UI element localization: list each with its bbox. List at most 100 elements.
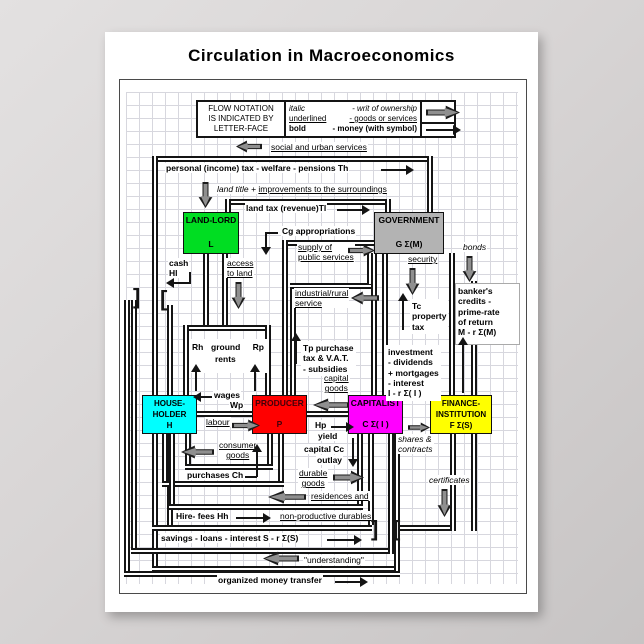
page-title: Circulation in Macroeconomics: [188, 46, 455, 65]
pipe-segment: [307, 411, 348, 417]
label-tc-property-tax: Tc property tax: [410, 299, 449, 335]
pipe-segment: [371, 253, 377, 395]
pipe-segment: [197, 411, 252, 417]
bonds-arrow-down-icon: [462, 256, 477, 282]
land-tax-arrow-right-icon: [337, 205, 370, 215]
flow-notation-legend: FLOW NOTATION IS INDICATED BY LETTER-FAC…: [196, 100, 461, 138]
pipe-segment: [183, 325, 189, 395]
pipe-segment: [152, 156, 158, 572]
rp-arrow-up-icon: [250, 364, 260, 391]
label-land-tax: land tax (revenue)Tl: [245, 203, 328, 214]
pipe-hop-bracket: ]: [133, 284, 141, 309]
label-savings-loans-interest: savings - loans - interest S - r Σ(S): [160, 533, 300, 544]
label-supply-public-services: supply of public services: [297, 242, 355, 263]
label-security: security: [407, 254, 439, 265]
pipe-hop-bracket: [: [160, 286, 168, 311]
label-capital-cc: capital Cc: [303, 444, 346, 455]
pipe-segment: [394, 434, 400, 572]
label-cg-appropriations: Cg appropriations: [281, 226, 357, 237]
pipe-segment: [169, 434, 175, 510]
pipe-segment: [162, 434, 168, 487]
pipe-segment: [152, 525, 372, 531]
savings-arrow-right-icon: [327, 535, 362, 545]
personal-tax-arrow-right-icon: [381, 165, 414, 175]
label-wages: wages: [213, 390, 241, 401]
pipe-segment: [427, 156, 433, 214]
capital-goods-arrow-left-icon: [313, 398, 349, 412]
hire-fees-arrow-right-icon: [236, 513, 271, 523]
money-flow-arrow-icon: [426, 124, 461, 135]
durable-goods-arrow-right-icon: [333, 470, 364, 485]
pipe-segment: [162, 481, 284, 487]
label-cash-hl: cash Hl: [168, 258, 190, 279]
householder-box: HOUSE- HOLDER H: [142, 395, 197, 434]
cc-arrow-down-icon: [348, 438, 358, 467]
label-hp: Hp: [314, 420, 328, 431]
security-arrow-down-icon: [405, 268, 420, 295]
label-yield: yield: [317, 431, 339, 442]
cg-arrow-bend-icon: [265, 232, 278, 234]
legend-heading: FLOW NOTATION IS INDICATED BY LETTER-FAC…: [198, 102, 286, 136]
bankers-credits-note: banker's credits - prime-rate of return …: [455, 283, 520, 345]
access-arrow-down-icon: [231, 282, 246, 309]
cg-arrow-down-icon: [261, 232, 271, 255]
shares-arrow-right-icon: [408, 422, 430, 433]
pipe-segment: [267, 434, 273, 470]
supply-arrow-right-icon: [348, 244, 375, 257]
government-box: GOVERNMENT G Σ(M): [374, 212, 444, 254]
label-durable-goods: durable goods: [298, 468, 329, 489]
label-labour: labour: [205, 417, 231, 428]
pipe-segment: [282, 240, 288, 396]
pipe-segment: [222, 253, 228, 326]
cash-arrow-left-icon: [166, 278, 190, 288]
pipe-segment: [385, 199, 391, 214]
pipe-segment: [449, 253, 455, 395]
purchases-arrow-bend-icon: [245, 476, 257, 478]
label-shares-contracts: shares & contracts: [397, 434, 434, 455]
label-wp: Wp: [229, 400, 245, 411]
label-access-to-land: access to land: [226, 258, 255, 279]
pipe-segment: [152, 156, 433, 162]
residences-arrow-left-icon: [268, 490, 306, 504]
landlord-box: LAND-LORD L: [183, 212, 239, 254]
label-personal-income-tax: personal (income) tax - welfare - pensio…: [165, 163, 350, 174]
label-hire-fees: Hire- fees Hh: [175, 511, 230, 522]
label-outlay: outlay: [316, 455, 344, 466]
pipe-segment: [131, 548, 390, 554]
goods-flow-arrow-icon: [426, 105, 460, 120]
label-non-productive-durables: non-productive durables: [279, 511, 373, 522]
social-urban-arrow-left-icon: [236, 140, 262, 153]
legend-rows: italic - writ of ownership underlined - go…: [286, 102, 422, 136]
pipe-segment: [388, 434, 394, 554]
pipe-hop-bracket: ]: [371, 516, 379, 541]
pipe-segment: [382, 253, 388, 395]
label-tp-purchase-tax: Tp purchase tax & V.A.T. - subsidies: [301, 341, 356, 377]
label-social-urban-services: social and urban services: [270, 142, 368, 153]
understanding-arrow-left-icon: [263, 551, 299, 566]
pipe-segment: [131, 300, 137, 554]
labour-arrow-right-icon: [232, 419, 260, 432]
pipe-segment: [225, 199, 231, 214]
label-residences-and: residences and: [310, 491, 370, 502]
label-land-title: land title + improvements to the surroun…: [216, 184, 388, 195]
land-title-arrow-down-icon: [198, 182, 213, 208]
organized-arrow-right-icon: [335, 577, 368, 587]
pipe-segment: [183, 325, 271, 331]
consumer-goods-arrow-left-icon: [181, 445, 214, 459]
cash-arrow-bend-icon: [189, 272, 191, 284]
purchases-arrow-up-icon: [252, 444, 262, 477]
pipe-segment: [397, 525, 456, 531]
capitalist-box: CAPITALIST C Σ( I ): [348, 395, 403, 434]
pipe-segment: [368, 434, 374, 525]
wages-arrow-left-icon: [193, 392, 212, 402]
label-organized-money-transfer: organized money transfer: [217, 575, 323, 586]
pipe-segment: [203, 253, 209, 326]
rh-arrow-up-icon: [191, 364, 201, 391]
tp-arrow-up-icon: [291, 333, 301, 364]
label-certificates: certificates: [428, 475, 471, 486]
label-capital-goods: capital goods: [323, 373, 350, 394]
label-investment: investment - dividends + mortgages - int…: [386, 345, 441, 401]
pipe-segment: [278, 434, 284, 487]
pipe-hop-bracket: [: [393, 516, 401, 541]
hp-arrow-right-icon: [331, 422, 354, 432]
